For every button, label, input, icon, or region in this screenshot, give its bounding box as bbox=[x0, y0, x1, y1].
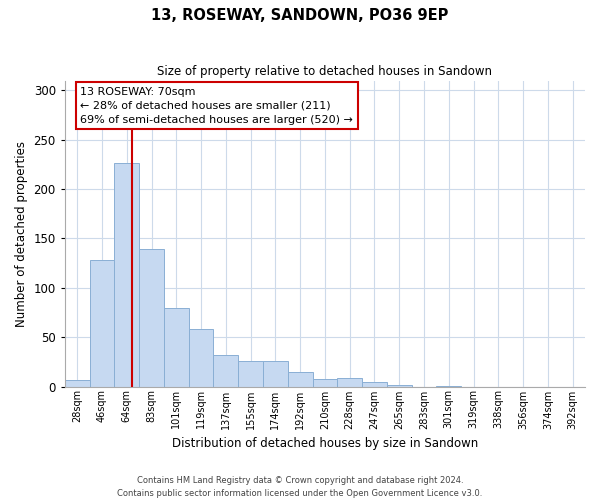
Bar bbox=[238, 361, 263, 386]
Bar bbox=[89, 260, 115, 386]
Bar bbox=[263, 361, 288, 386]
Bar bbox=[313, 378, 337, 386]
Y-axis label: Number of detached properties: Number of detached properties bbox=[15, 140, 28, 326]
Bar bbox=[139, 250, 164, 386]
Text: 13, ROSEWAY, SANDOWN, PO36 9EP: 13, ROSEWAY, SANDOWN, PO36 9EP bbox=[151, 8, 449, 22]
Bar bbox=[288, 372, 313, 386]
Bar bbox=[115, 164, 139, 386]
Bar bbox=[214, 355, 238, 386]
X-axis label: Distribution of detached houses by size in Sandown: Distribution of detached houses by size … bbox=[172, 437, 478, 450]
Bar bbox=[65, 380, 89, 386]
Bar bbox=[164, 308, 188, 386]
Bar bbox=[362, 382, 387, 386]
Text: 13 ROSEWAY: 70sqm
← 28% of detached houses are smaller (211)
69% of semi-detache: 13 ROSEWAY: 70sqm ← 28% of detached hous… bbox=[80, 86, 353, 124]
Bar bbox=[188, 330, 214, 386]
Bar bbox=[387, 384, 412, 386]
Bar bbox=[337, 378, 362, 386]
Title: Size of property relative to detached houses in Sandown: Size of property relative to detached ho… bbox=[157, 65, 493, 78]
Text: Contains HM Land Registry data © Crown copyright and database right 2024.
Contai: Contains HM Land Registry data © Crown c… bbox=[118, 476, 482, 498]
